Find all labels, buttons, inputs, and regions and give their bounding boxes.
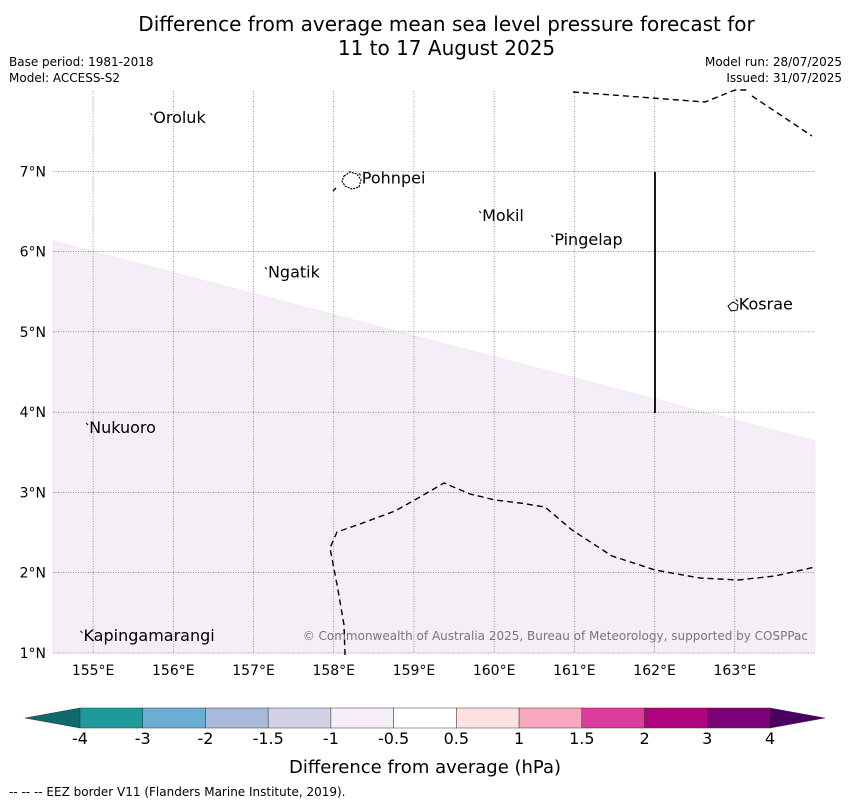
meta-right: Model run: 28/07/2025 Issued: 31/07/2025: [705, 54, 842, 86]
pohnpei-island: [341, 171, 362, 190]
place-label: Kosrae: [739, 294, 793, 313]
place-marker: [80, 630, 83, 634]
colorbar-swatch: [330, 707, 394, 729]
colorbar-swatch: [707, 707, 771, 729]
colorbar-label: Difference from average (hPa): [289, 757, 561, 778]
colorbar-tick-label: -0.5: [378, 729, 409, 748]
lat-tick-label: 7°N: [20, 164, 46, 180]
place-label: Nukuoro: [89, 418, 156, 437]
lat-tick-label: 6°N: [20, 245, 46, 261]
lon-tick-label: 157°E: [232, 663, 275, 679]
model-text: Model: ACCESS-S2: [9, 71, 121, 85]
place-label: Pohnpei: [362, 168, 426, 187]
colorbar-swatch: [393, 707, 457, 729]
lon-tick-label: 158°E: [312, 663, 355, 679]
place-marker: [358, 172, 362, 176]
eez-border-north: [572, 89, 750, 103]
colorbar-tick-label: 1: [514, 729, 524, 748]
eez-border-northeast: [751, 95, 813, 137]
place-marker: [478, 210, 482, 214]
eez-border-south: [329, 482, 816, 656]
colorbar-over-arrow: [769, 707, 826, 729]
colorbar-tick-label: 2: [639, 729, 649, 748]
colorbar-swatch: [518, 707, 583, 729]
colorbar-tick-label: -2: [197, 729, 213, 748]
lon-tick-label: 162°E: [633, 663, 676, 679]
colorbar: -4 -3 -2 -1.5 -1 -0.5 0.5 1 1.5 2 3 4: [24, 707, 826, 748]
colorbar-swatch: [267, 707, 332, 729]
place-label: Mokil: [482, 206, 524, 225]
shaded-anomaly-region: [52, 240, 816, 654]
colorbar-swatch: [456, 707, 520, 729]
lon-tick-label: 159°E: [393, 663, 436, 679]
place-marker: [264, 266, 268, 270]
title-line-2: 11 to 17 August 2025: [337, 36, 556, 60]
lat-tick-label: 2°N: [20, 566, 46, 582]
place-label: Kapingamarangi: [83, 626, 214, 645]
place-label: Ngatik: [268, 262, 321, 281]
lat-tick-label: 4°N: [20, 405, 46, 421]
lon-tick-label: 155°E: [72, 663, 115, 679]
graticule: 155°E 156°E 157°E 158°E 159°E 160°E 161°E 162°E…: [20, 91, 815, 679]
base-period-text: Base period: 1981-2018: [9, 55, 154, 69]
lon-tick-label: 161°E: [553, 663, 596, 679]
colorbar-tick-label: 4: [765, 729, 775, 748]
colorbar-tick-label: -1.5: [253, 729, 284, 748]
place-marker: [149, 112, 153, 116]
kosrae-island: [727, 301, 739, 312]
lat-tick-label: 3°N: [20, 485, 46, 501]
place-marker: [85, 422, 89, 426]
place-label: Oroluk: [153, 108, 206, 127]
colorbar-under-arrow: [24, 707, 81, 729]
eez-footnote: -- -- -- EEZ border V11 (Flanders Marine…: [9, 785, 346, 799]
eez-borders: [329, 89, 816, 656]
lon-tick-label: 160°E: [473, 663, 516, 679]
colorbar-swatch: [79, 707, 143, 729]
credit-text: © Commonwealth of Australia 2025, Bureau…: [303, 629, 808, 643]
colorbar-tick-label: -3: [135, 729, 151, 748]
colorbar-swatch: [142, 707, 206, 729]
place-labels: Oroluk Pohnpei Mokil Pingelap Ngatik Kosrae Nu…: [80, 108, 793, 645]
title-line-1: Difference from average mean sea level p…: [138, 12, 755, 36]
colorbar-swatch: [644, 707, 708, 729]
colorbar-swatch: [205, 707, 269, 729]
lon-tick-label: 163°E: [714, 663, 757, 679]
model-run-text: Model run: 28/07/2025: [704, 55, 842, 69]
chart-title: Difference from average mean sea level p…: [0, 12, 850, 60]
lat-tick-label: 5°N: [20, 325, 46, 341]
colorbar-tick-label: -1: [323, 729, 339, 748]
colorbar-tick-label: 3: [702, 729, 712, 748]
colorbar-swatch: [581, 707, 645, 729]
lon-tick-label: 156°E: [152, 663, 195, 679]
colorbar-tick-label: 0.5: [444, 729, 469, 748]
issued-text: Issued: 31/07/2025: [726, 71, 842, 85]
colorbar-tick-label: -4: [72, 729, 88, 748]
place-marker: [735, 299, 739, 302]
colorbar-tick-label: 1.5: [569, 729, 594, 748]
meta-left: Base period: 1981-2018 Model: ACCESS-S2: [9, 54, 154, 86]
eez-border-fragment: [332, 187, 337, 192]
place-marker: [550, 234, 554, 238]
place-label: Pingelap: [554, 230, 622, 249]
lat-tick-label: 1°N: [20, 646, 46, 662]
